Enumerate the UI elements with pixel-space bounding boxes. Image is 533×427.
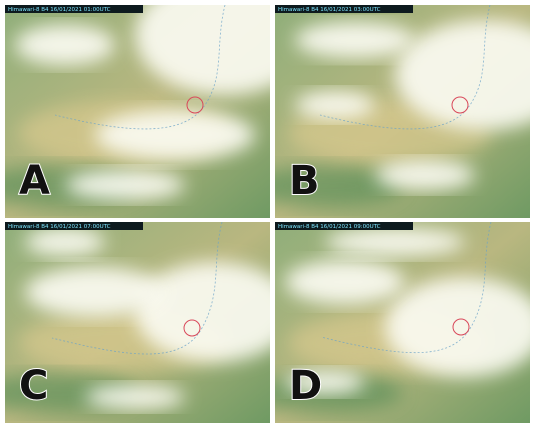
cloud [285,260,405,304]
panel-label: A [19,158,50,204]
cloud [325,228,465,256]
satellite-panel: Himawari-8 B4 16/01/2021 01:00UTC A [0,0,315,218]
cloud [15,25,115,65]
cloud [375,160,475,190]
cloud [95,110,255,160]
timestamp: Himawari-8 B4 16/01/2021 03:00UTC [278,7,381,13]
cloud [295,91,375,119]
panel-label: B [289,158,320,204]
satellite-image: Himawari-8 B4 16/01/2021 07:00UTC C [0,222,295,423]
panel-label: C [19,363,48,409]
timestamp: Himawari-8 B4 16/01/2021 01:00UTC [8,7,111,13]
satellite-panel: Himawari-8 B4 16/01/2021 09:00UTC D [250,222,533,423]
satellite-image: Himawari-8 B4 16/01/2021 03:00UTC B [250,5,533,218]
cloud [85,385,185,409]
timestamp: Himawari-8 B4 16/01/2021 07:00UTC [8,224,111,230]
cloud [25,228,105,256]
satellite-image: Himawari-8 B4 16/01/2021 01:00UTC A [0,0,315,218]
panel-label: D [289,363,322,409]
figure: Himawari-8 B4 16/01/2021 01:00UTCAHimawa… [0,0,533,427]
satellite-image: Himawari-8 B4 16/01/2021 09:00UTC D [250,222,533,423]
cloud [65,170,185,200]
timestamp: Himawari-8 B4 16/01/2021 09:00UTC [278,224,381,230]
satellite-panel: Himawari-8 B4 16/01/2021 07:00UTC C [0,222,295,423]
cloud [135,262,295,362]
cloud [295,22,415,58]
cloud [25,267,165,317]
satellite-panel: Himawari-8 B4 16/01/2021 03:00UTC B [250,5,533,218]
